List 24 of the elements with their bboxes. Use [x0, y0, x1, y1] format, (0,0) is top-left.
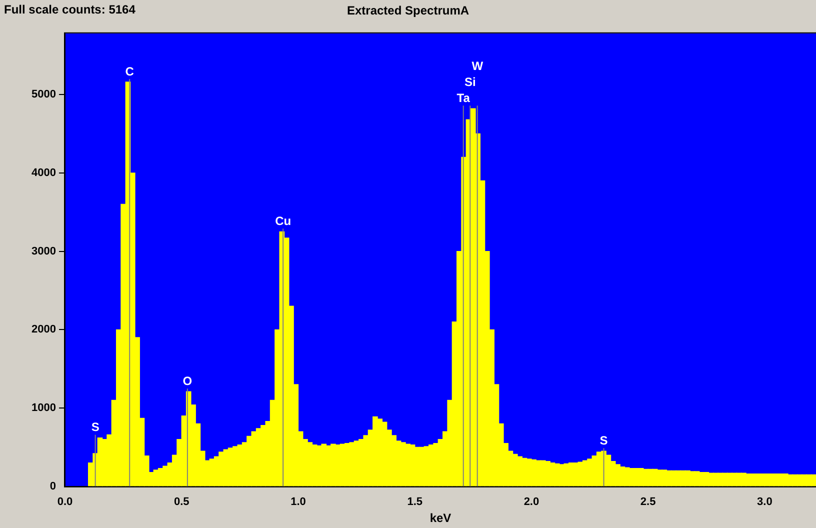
- text: Full scale counts: 5164: [4, 2, 136, 16]
- x-tick-label: 1.5: [407, 496, 422, 508]
- chart-title: Extracted SpectrumA: [346, 4, 470, 18]
- ref-line-label: Si: [464, 74, 476, 89]
- ref-line-label: Ta: [456, 90, 470, 105]
- y-tick-label: 1000: [32, 402, 56, 414]
- x-tick-label: 2.0: [524, 496, 540, 508]
- ref-line-label: Cu: [275, 214, 292, 228]
- x-tick-label: 3.0: [757, 496, 772, 508]
- y-tick-label: 3000: [32, 245, 56, 258]
- y-tick-label: 0: [50, 480, 56, 492]
- x-tick-label: 2.5: [640, 496, 656, 508]
- x-tick-label: 0.0: [57, 496, 73, 508]
- x-axis-title: keV: [430, 511, 452, 526]
- x-tick-label: 1.0: [290, 496, 306, 508]
- y-tick-label: 2000: [32, 324, 56, 336]
- y-tick-label: 4000: [32, 166, 56, 179]
- x-tick-label: 0.5: [174, 496, 190, 508]
- ref-line-label: S: [600, 433, 608, 448]
- ref-line-label: O: [182, 374, 192, 388]
- y-tick-label: 5000: [32, 88, 56, 101]
- ref-line-label: C: [125, 64, 134, 78]
- ref-line-label: S: [91, 420, 100, 434]
- ref-line-label: W: [472, 58, 484, 73]
